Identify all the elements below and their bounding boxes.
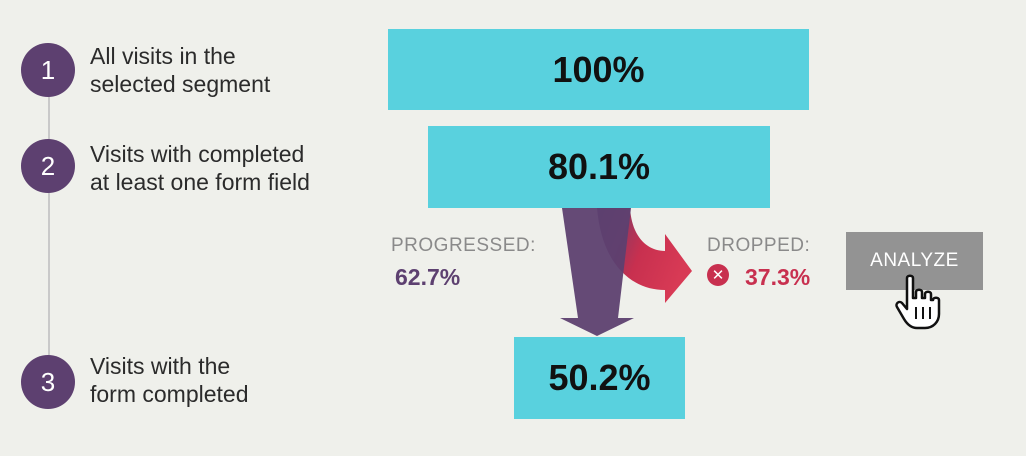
step-3-number: 3 [40,366,56,397]
hand-pointer-icon [895,274,941,330]
bar-step-2-value: 80.1% [547,146,651,187]
step-3-circle: 3 [21,355,75,409]
progressed-value: 62.7% [395,264,461,290]
step-1-circle: 1 [21,43,75,97]
bar-step-1-value: 100% [552,48,645,90]
step-1-label: All visits in the selected segment [90,43,271,97]
bar-step-2: 80.1% [428,126,770,208]
x-circle-icon: ✕ [707,264,729,286]
timeline-line [48,70,50,382]
analyze-button[interactable]: ANALYZE [846,232,983,290]
step-2-number: 2 [40,150,56,181]
bar-step-1: 100% [388,29,809,110]
step-3-label: Visits with the form completed [90,353,249,407]
progressed-label: PROGRESSED: [391,235,536,256]
dropped-value: 37.3% [745,264,811,290]
dropped-label: DROPPED: [707,235,811,256]
bar-step-3: 50.2% [514,337,685,419]
step-1-number: 1 [40,54,56,85]
bar-step-3-value: 50.2% [548,357,651,398]
step-2-label: Visits with completed at least one form … [90,141,310,195]
step-2-circle: 2 [21,139,75,193]
progressed-arrow [560,208,634,336]
